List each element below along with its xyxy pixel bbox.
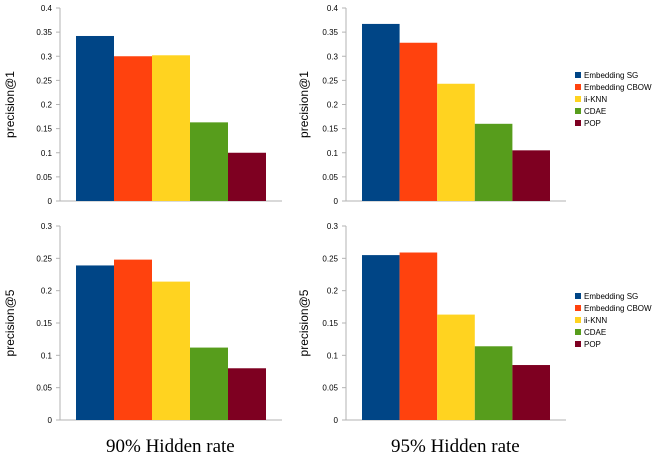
legend-swatch-embedding-sg <box>575 293 581 299</box>
chart-bottom-right: 0 0.05 0.1 0.15 0.2 0.25 0.3 precision@5 <box>297 222 566 425</box>
bar-embedding-sg <box>76 35 114 201</box>
legend-swatch-pop <box>575 341 581 347</box>
y-tick-label: 0.2 <box>41 101 53 110</box>
y-tick-label: 0.15 <box>322 319 338 328</box>
y-tick-label: 0.4 <box>41 4 53 13</box>
y-tick-label: 0.1 <box>41 351 53 360</box>
chart-top-right: 0 0.05 0.1 0.15 0.2 0.25 0.3 0.35 0.4 precision@1 <box>297 4 566 206</box>
bar-embedding-sg <box>362 255 400 420</box>
caption-95-hidden-rate: 95% Hidden rate <box>391 436 520 457</box>
legend-bottom: Embedding SG Embedding CBOW ii-KNN CDAE POP <box>575 292 652 349</box>
y-axis-label: precision@5 <box>297 289 311 356</box>
caption-90-hidden-rate: 90% Hidden rate <box>106 436 235 457</box>
y-tick-label: 0.35 <box>322 28 338 37</box>
bar-embedding-cbow <box>114 56 152 201</box>
y-tick-label: 0.05 <box>36 173 52 182</box>
legend-label-embedding-cbow: Embedding CBOW <box>584 304 652 313</box>
legend-label-embedding-cbow: Embedding CBOW <box>584 83 652 92</box>
y-tick-label: 0.2 <box>327 287 339 296</box>
y-tick-label: 0.05 <box>322 384 338 393</box>
bar-ii-knn <box>152 55 190 201</box>
y-tick-label: 0 <box>48 416 53 425</box>
bar-cdae <box>190 347 228 420</box>
y-tick-label: 0.3 <box>327 52 339 61</box>
y-tick-label: 0 <box>48 197 53 206</box>
chart-bottom-left: 0 0.05 0.1 0.15 0.2 0.25 0.3 precision@5 <box>3 222 282 425</box>
legend-label-cdae: CDAE <box>584 328 606 337</box>
y-tick-label: 0.05 <box>322 173 338 182</box>
chart-top-left: 0 0.05 0.1 0.15 0.2 0.25 0.3 0.35 0.4 precision@1 <box>3 4 282 206</box>
bar-embedding-cbow <box>399 42 438 201</box>
legend-swatch-ii-knn <box>575 96 581 102</box>
y-tick-label: 0.25 <box>36 76 52 85</box>
legend-label-cdae: CDAE <box>584 107 606 116</box>
y-tick-label: 0 <box>334 416 339 425</box>
bar-cdae <box>190 122 228 201</box>
y-tick-label: 0.1 <box>41 149 53 158</box>
legend-top: Embedding SG Embedding CBOW ii-KNN CDAE POP <box>575 71 652 128</box>
bar-cdae <box>474 123 513 201</box>
y-tick-label: 0.05 <box>36 384 52 393</box>
bar-embedding-cbow <box>399 252 438 420</box>
bar-ii-knn <box>152 281 190 420</box>
legend-label-embedding-sg: Embedding SG <box>584 71 638 80</box>
legend-swatch-cdae <box>575 329 581 335</box>
bar-embedding-sg <box>362 23 400 201</box>
y-tick-label: 0.15 <box>36 125 52 134</box>
bar-pop <box>228 368 266 420</box>
y-tick-label: 0.2 <box>327 101 339 110</box>
legend-swatch-cdae <box>575 108 581 114</box>
y-tick-label: 0.3 <box>41 52 53 61</box>
legend-label-embedding-sg: Embedding SG <box>584 292 638 301</box>
legend-label-ii-knn: ii-KNN <box>584 316 607 325</box>
y-tick-label: 0.15 <box>322 125 338 134</box>
y-tick-label: 0.3 <box>41 222 53 231</box>
y-tick-label: 0.25 <box>36 254 52 263</box>
y-tick-label: 0.3 <box>327 222 339 231</box>
legend-label-pop: POP <box>584 119 601 128</box>
y-tick-label: 0 <box>334 197 339 206</box>
y-tick-label: 0.35 <box>36 28 52 37</box>
y-tick-label: 0.25 <box>322 76 338 85</box>
y-tick-label: 0.15 <box>36 319 52 328</box>
bar-embedding-sg <box>76 265 114 420</box>
y-axis-label: precision@1 <box>297 71 311 138</box>
bar-cdae <box>474 346 513 420</box>
y-axis-label: precision@5 <box>3 289 17 356</box>
y-tick-label: 0.1 <box>327 149 339 158</box>
legend-swatch-embedding-cbow <box>575 84 581 90</box>
bar-pop <box>228 152 266 201</box>
legend-label-ii-knn: ii-KNN <box>584 95 607 104</box>
bar-ii-knn <box>437 314 475 420</box>
bar-ii-knn <box>437 83 475 201</box>
legend-swatch-pop <box>575 120 581 126</box>
bar-pop <box>512 365 550 420</box>
y-tick-label: 0.2 <box>41 287 53 296</box>
bar-pop <box>512 150 550 201</box>
y-tick-label: 0.1 <box>327 351 339 360</box>
y-tick-label: 0.4 <box>327 4 339 13</box>
bar-embedding-cbow <box>114 259 152 420</box>
y-axis-label: precision@1 <box>3 71 17 138</box>
legend-label-pop: POP <box>584 340 601 349</box>
legend-swatch-embedding-cbow <box>575 305 581 311</box>
legend-swatch-embedding-sg <box>575 72 581 78</box>
y-tick-label: 0.25 <box>322 254 338 263</box>
legend-swatch-ii-knn <box>575 317 581 323</box>
